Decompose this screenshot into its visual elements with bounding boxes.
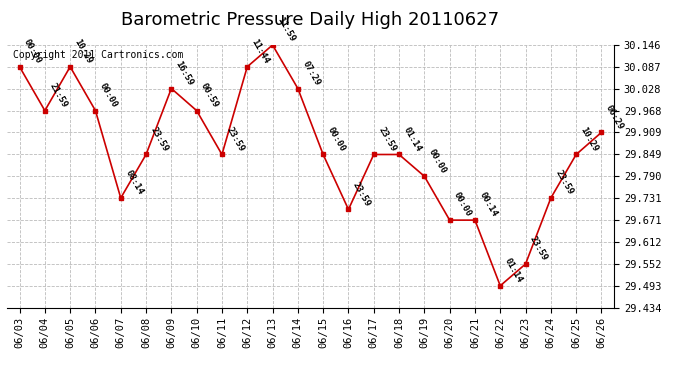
Text: 23:59: 23:59 — [224, 125, 246, 153]
Text: 23:59: 23:59 — [148, 125, 170, 153]
Text: 10:29: 10:29 — [72, 38, 94, 65]
Text: 23:59: 23:59 — [528, 235, 549, 262]
Text: 00:00: 00:00 — [427, 147, 448, 175]
Text: 01:14: 01:14 — [503, 256, 524, 284]
Text: 00:00: 00:00 — [452, 191, 473, 219]
Text: 10:29: 10:29 — [579, 125, 600, 153]
Text: 00:00: 00:00 — [98, 81, 119, 109]
Text: 08:14: 08:14 — [124, 169, 144, 196]
Text: 11:44: 11:44 — [250, 38, 271, 65]
Text: 23:59: 23:59 — [351, 180, 372, 208]
Text: 07:29: 07:29 — [300, 59, 322, 87]
Text: 00:59: 00:59 — [199, 81, 220, 109]
Text: 00:00: 00:00 — [22, 38, 43, 65]
Text: 16:59: 16:59 — [174, 59, 195, 87]
Text: Copyright 2011 Cartronics.com: Copyright 2011 Cartronics.com — [13, 50, 184, 60]
Text: 00:14: 00:14 — [477, 191, 499, 219]
Text: 11:59: 11:59 — [275, 16, 296, 44]
Text: 23:59: 23:59 — [553, 169, 575, 196]
Text: 00:00: 00:00 — [326, 125, 347, 153]
Text: Barometric Pressure Daily High 20110627: Barometric Pressure Daily High 20110627 — [121, 11, 500, 29]
Text: 01:14: 01:14 — [402, 125, 423, 153]
Text: 21:59: 21:59 — [48, 81, 68, 109]
Text: 23:59: 23:59 — [376, 125, 397, 153]
Text: 06:29: 06:29 — [604, 103, 625, 131]
